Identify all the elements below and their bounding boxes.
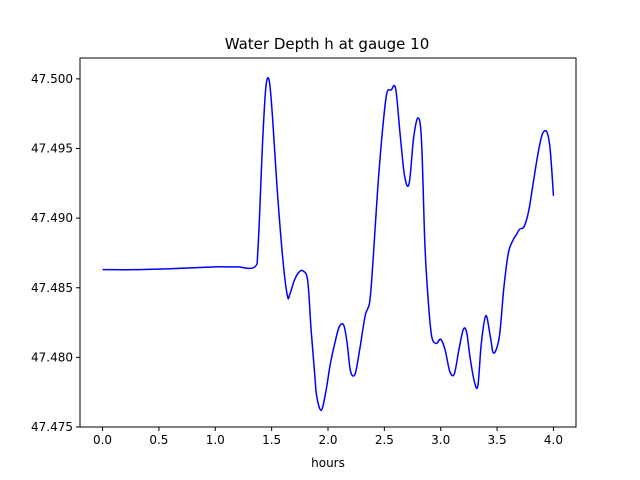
y-tick-label: 47.490 [31, 211, 73, 225]
y-tick-label: 47.495 [31, 142, 73, 156]
series-layer [102, 77, 555, 412]
x-tick-label: 2.0 [318, 433, 337, 447]
plot-frame [79, 57, 577, 428]
y-tick-label: 47.500 [31, 72, 73, 86]
chart-title: Water Depth h at gauge 10 [225, 35, 430, 53]
x-tick-label: 1.5 [262, 433, 281, 447]
y-tick-label: 47.480 [31, 350, 73, 364]
series-line [102, 77, 555, 412]
x-tick-label: 2.5 [375, 433, 394, 447]
y-axis-ticks: 47.475 47.480 47.485 47.490 47.495 47.500 [31, 72, 80, 434]
y-tick-label: 47.475 [31, 420, 73, 434]
x-tick-label: 0.5 [149, 433, 168, 447]
x-tick-label: 4.0 [544, 433, 563, 447]
y-tick-label: 47.485 [31, 281, 73, 295]
x-tick-label: 3.0 [431, 433, 450, 447]
x-tick-label: 3.5 [488, 433, 507, 447]
x-axis-ticks: 0.0 0.5 1.0 1.5 2.0 2.5 3.0 3.5 4.0 [93, 427, 563, 447]
x-tick-label: 0.0 [93, 433, 112, 447]
x-axis-label: hours [311, 456, 345, 470]
x-tick-label: 1.0 [206, 433, 225, 447]
